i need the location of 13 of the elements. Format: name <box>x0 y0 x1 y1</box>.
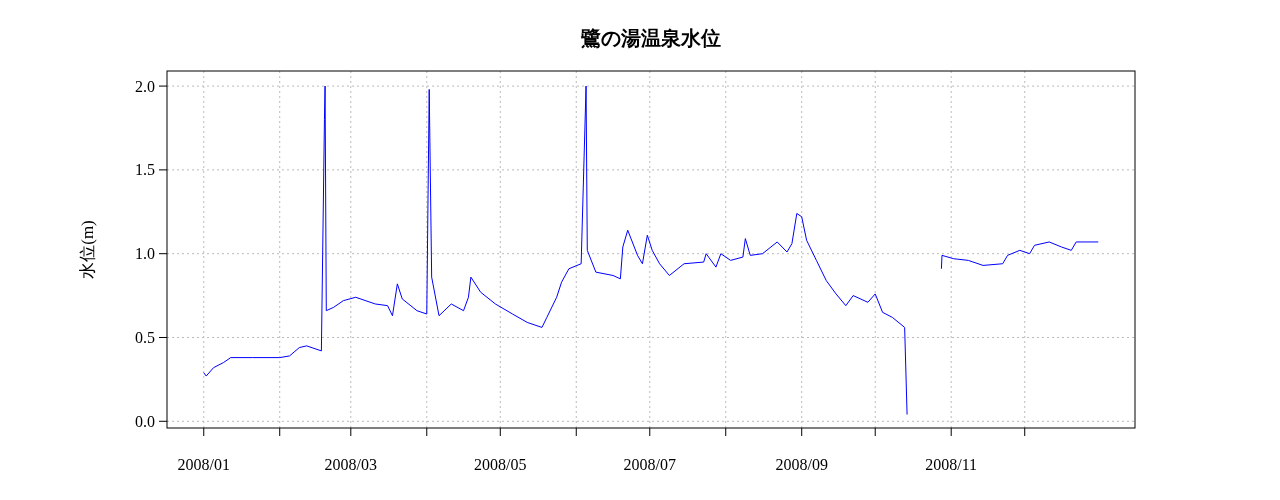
x-tick-label: 2008/05 <box>474 456 527 473</box>
x-tick-label: 2008/03 <box>324 456 378 473</box>
x-tick-label: 2008/09 <box>775 456 828 473</box>
y-tick-label: 2.0 <box>135 77 155 95</box>
y-axis-title: 水位(m) <box>78 220 97 279</box>
y-tick-label: 0.5 <box>135 329 155 347</box>
x-tick-label: 2008/01 <box>177 456 230 473</box>
x-tick-label: 2008/11 <box>925 456 978 473</box>
chart-title: 鷺の湯温泉水位 <box>580 27 721 49</box>
y-tick-label: 1.0 <box>135 245 155 263</box>
x-tick-label: 2008/07 <box>623 456 676 473</box>
y-tick-label: 0.0 <box>135 412 155 430</box>
y-tick-label: 1.5 <box>135 161 155 179</box>
